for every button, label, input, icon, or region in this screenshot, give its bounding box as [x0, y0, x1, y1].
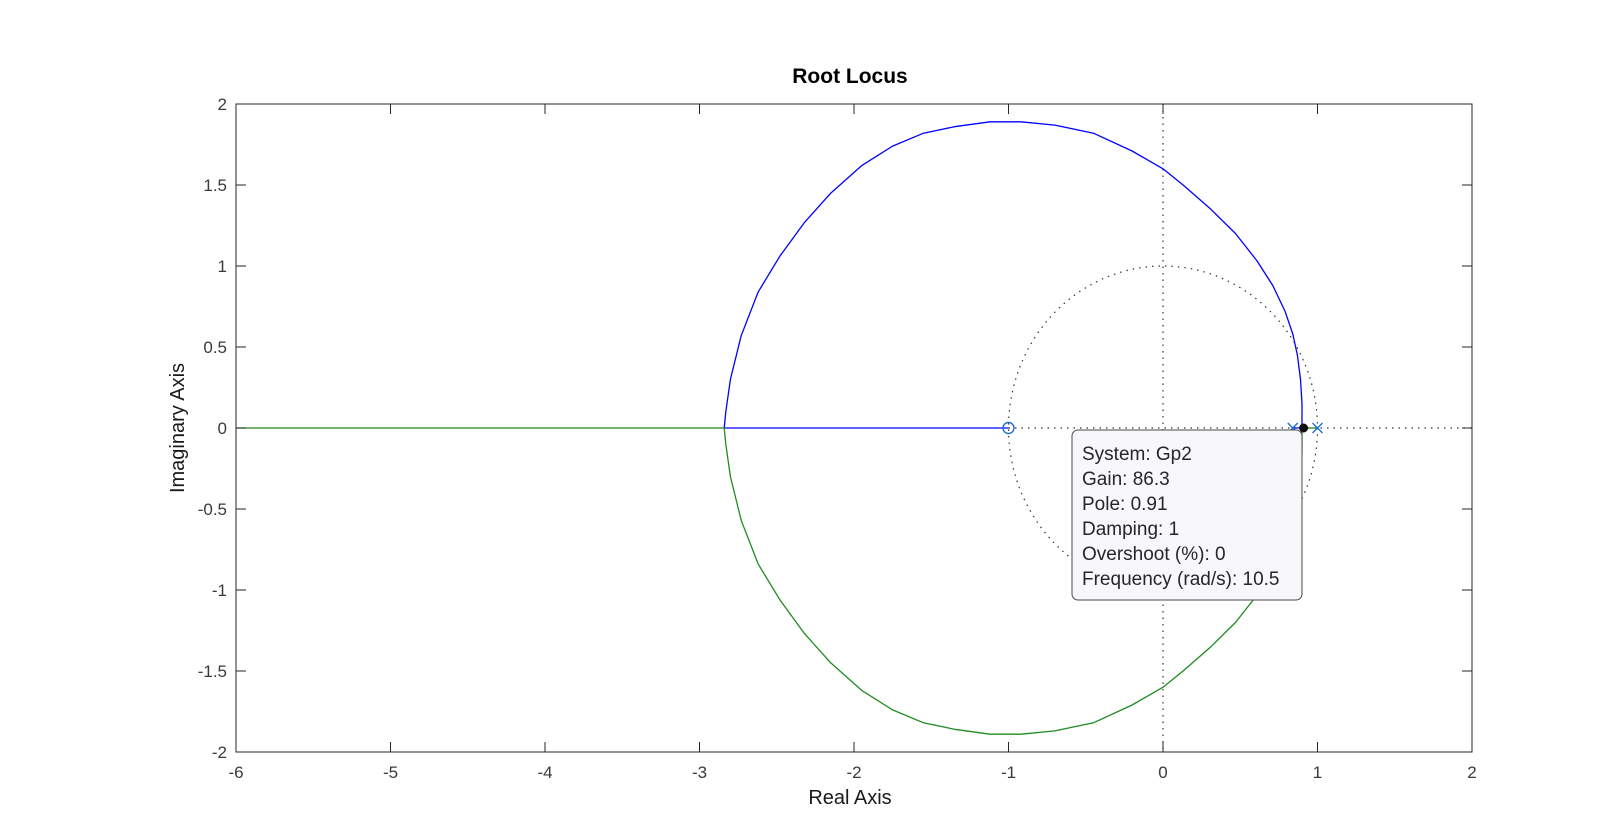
- x-tick-label: -3: [692, 763, 707, 782]
- x-tick-label: -2: [846, 763, 861, 782]
- x-tick-label: 2: [1467, 763, 1476, 782]
- axis-ticks: [235, 103, 1473, 753]
- x-tick-label: -5: [383, 763, 398, 782]
- datatip-line-system: System: Gp2: [1082, 444, 1192, 465]
- datatip-box: [1071, 429, 1303, 601]
- datatip-line-pole: Pole: 0.91: [1082, 494, 1168, 515]
- y-tick-label: 1: [218, 257, 227, 276]
- datatip[interactable]: System: Gp2 Gain: 86.3 Pole: 0.91 Dampin…: [1071, 429, 1303, 601]
- pole-marker-2[interactable]: [1312, 422, 1323, 434]
- datatip-line-overshoot: Overshoot (%): 0: [1082, 544, 1226, 565]
- y-tick-label: 1.5: [203, 176, 227, 195]
- plot-area[interactable]: [235, 103, 1473, 753]
- x-tick-label: -1: [1001, 763, 1016, 782]
- y-tick-label: 0: [218, 419, 227, 438]
- x-axis-title: Real Axis: [808, 787, 891, 809]
- tick-labels: -6 -5 -4 -3 -2 -1 0 1 2 -2 -1.5 -1 -0.5 0 0.5 1 1.5 2: [198, 95, 1477, 782]
- y-tick-label: -2: [212, 743, 227, 762]
- datatip-line-gain: Gain: 86.3: [1082, 469, 1170, 490]
- x-tick-label: 1: [1313, 763, 1322, 782]
- y-tick-label: 2: [218, 95, 227, 114]
- y-tick-label: -1: [212, 581, 227, 600]
- locus-branch-1[interactable]: [723, 121, 1303, 429]
- x-tick-label: 0: [1158, 763, 1167, 782]
- datatip-line-damping: Damping: 1: [1082, 519, 1179, 540]
- y-tick-label: -1.5: [198, 662, 227, 681]
- x-tick-label: -6: [228, 763, 243, 782]
- zero-marker-1[interactable]: [1002, 421, 1015, 435]
- y-tick-label: 0.5: [203, 338, 227, 357]
- chart-title: Root Locus: [792, 65, 908, 88]
- datatip-line-frequency: Frequency (rad/s): 10.5: [1082, 569, 1279, 590]
- y-tick-label: -0.5: [198, 500, 227, 519]
- selected-point-marker[interactable]: [1299, 423, 1309, 433]
- y-axis-title: Imaginary Axis: [167, 363, 189, 493]
- x-tick-label: -4: [537, 763, 552, 782]
- pole-zero-markers: [1002, 421, 1323, 435]
